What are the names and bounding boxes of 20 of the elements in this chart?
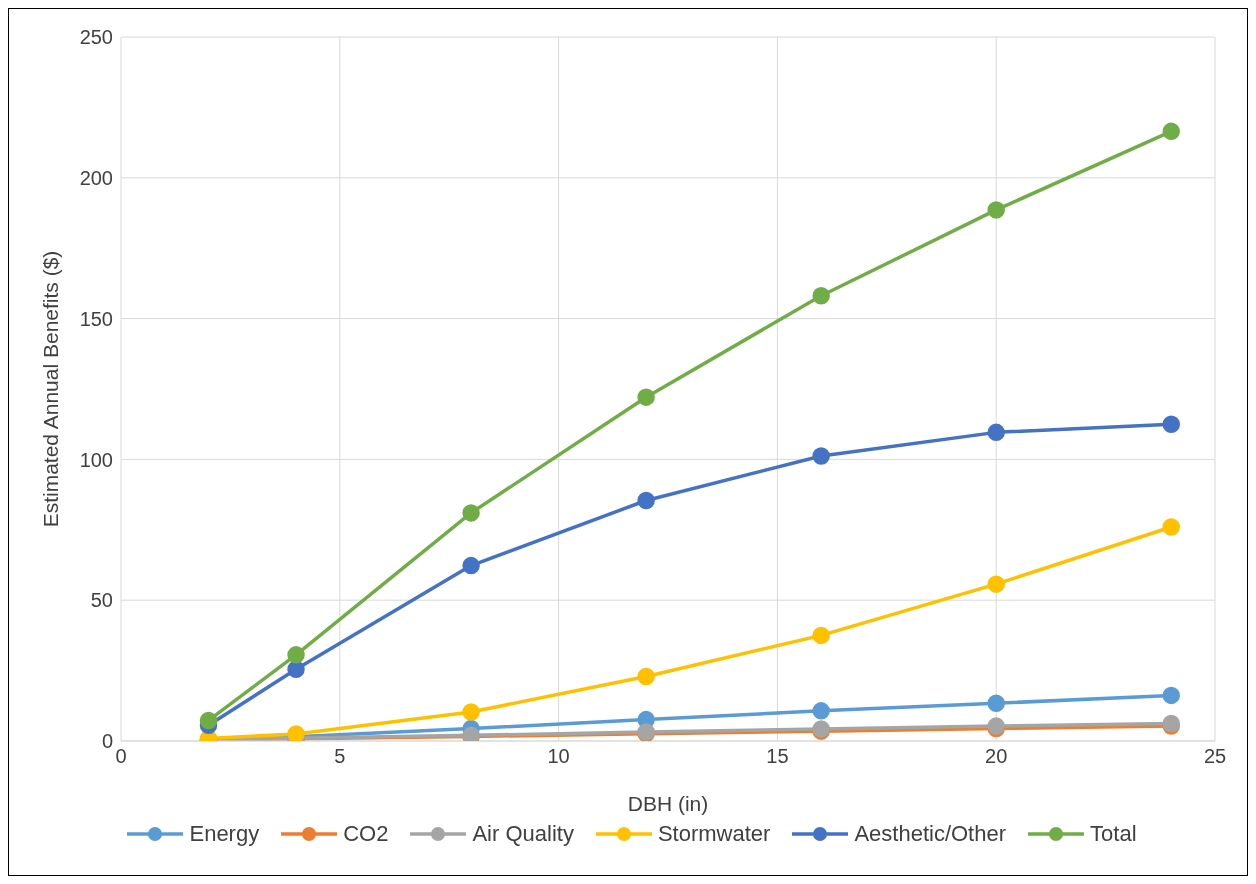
legend-label: Energy — [189, 821, 260, 847]
x-tick-label: 25 — [1203, 745, 1227, 768]
y-tick-label: 150 — [79, 307, 113, 330]
legend-label: Total — [1090, 821, 1137, 847]
x-tick-label: 20 — [985, 745, 1008, 768]
y-axis-title: Estimated Annual Benefits ($) — [39, 250, 63, 528]
y-tick-label: 0 — [101, 730, 113, 753]
y-tick-label: 50 — [90, 589, 113, 612]
y-tick-label: 200 — [79, 166, 113, 189]
y-tick-label: 100 — [79, 448, 113, 471]
x-axis-title: DBH (in) — [627, 792, 709, 815]
y-tick-label: 250 — [79, 26, 113, 49]
x-tick-label: 10 — [547, 745, 570, 768]
x-tick-label: 5 — [334, 745, 346, 768]
x-tick-label: 15 — [766, 745, 789, 768]
legend-label: Stormwater — [657, 821, 771, 847]
x-tick-label: 0 — [115, 745, 127, 768]
legend-label: Aesthetic/Other — [854, 821, 1007, 847]
legend-label: Air Quality — [472, 821, 574, 847]
legend-label: CO2 — [343, 821, 389, 847]
